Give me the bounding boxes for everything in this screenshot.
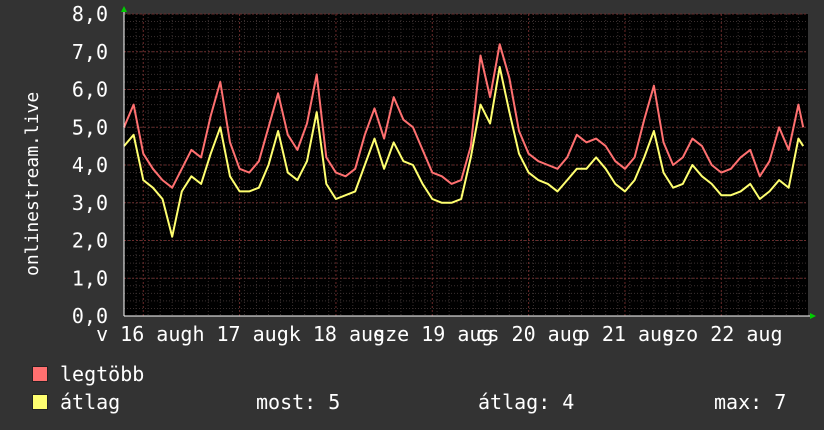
legend-label-legtobb: legtöbb bbox=[60, 362, 145, 386]
legend-swatch-atlag bbox=[32, 394, 48, 410]
y-tick-label: 0,0 bbox=[72, 304, 108, 328]
x-tick-label: szo 22 aug bbox=[662, 322, 782, 346]
series-line-atlag bbox=[123, 65, 805, 238]
axes bbox=[121, 6, 816, 319]
y-tick-label: 4,0 bbox=[72, 153, 108, 177]
y-tick-label: 2,0 bbox=[72, 229, 108, 253]
x-tick-label: p 21 aug bbox=[578, 322, 674, 346]
stat-most: most: 5 bbox=[256, 390, 341, 414]
y-axis-tick-labels: 0,0 1,0 2,0 3,0 4,0 5,0 6,0 7,0 8,0 bbox=[72, 2, 108, 328]
y-tick-label: 8,0 bbox=[72, 2, 108, 26]
y-axis-label: onlinestream.live bbox=[22, 91, 43, 276]
grid bbox=[123, 13, 808, 317]
stat-atlag: átlag: 4 bbox=[478, 390, 575, 414]
y-tick-label: 7,0 bbox=[72, 40, 108, 64]
series-lines bbox=[123, 43, 805, 238]
y-axis-label-wrap: onlinestream.live bbox=[0, 60, 43, 280]
series-line-legtobb bbox=[123, 43, 805, 189]
legend-label-atlag: átlag bbox=[60, 390, 121, 414]
x-tick-label: sze 19 aug bbox=[373, 322, 493, 346]
x-tick-label: h 17 aug bbox=[192, 322, 288, 346]
legend-item-legtobb: legtöbb bbox=[32, 362, 144, 386]
y-tick-label: 1,0 bbox=[72, 266, 108, 290]
y-tick-label: 6,0 bbox=[72, 78, 108, 102]
x-tick-label: cs 20 aug bbox=[475, 322, 583, 346]
legend-swatch-legtobb bbox=[32, 366, 48, 382]
y-tick-label: 3,0 bbox=[72, 191, 108, 215]
stat-max: max: 7 bbox=[714, 390, 787, 414]
y-axis-arrow-icon bbox=[121, 6, 127, 12]
y-tick-label: 5,0 bbox=[72, 115, 108, 139]
legend-item-atlag: átlag bbox=[32, 390, 120, 414]
x-tick-label: v 16 aug bbox=[96, 322, 192, 346]
x-tick-label: k 18 aug bbox=[289, 322, 385, 346]
x-axis-arrow-icon bbox=[810, 313, 816, 319]
